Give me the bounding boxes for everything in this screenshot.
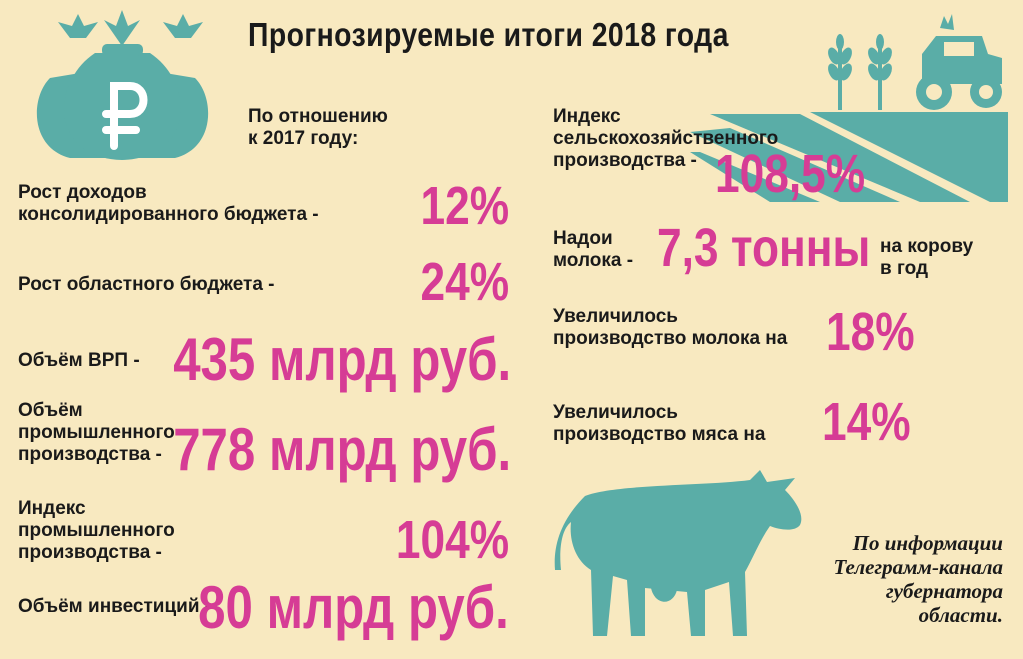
value-agri-index: 108,5% [714,144,865,204]
label-milk-production: Увеличилось производство молока на [553,306,788,349]
value-consolidated-budget: 12% [420,176,509,236]
label-industrial-index: Индекс промышленного производства - [18,498,175,563]
label-consolidated-budget: Рост доходов консолидированного бюджета … [18,182,319,225]
subtitle: По отношению к 2017 году: [248,106,388,149]
value-industrial-volume: 778 млрд руб. [173,416,511,483]
ruble-icon [102,82,148,150]
label-regional-budget: Рост областного бюджета - [18,274,275,295]
label-milk-yield: Надои молока - [553,228,634,271]
value-regional-budget: 24% [420,252,509,312]
label-investments: Объём инвестиций - [18,596,212,617]
tractor-icon [916,14,1002,110]
value-industrial-index: 104% [395,510,509,570]
field-icon [690,112,1008,202]
label-meat-production: Увеличилось производство мяса на [553,402,766,445]
milk-yield-suffix: на корову в год [880,236,974,279]
value-milk-yield: 7,3 тонны [657,218,871,278]
value-meat-production: 14% [822,392,911,452]
label-grp: Объём ВРП - [18,350,140,371]
value-grp: 435 млрд руб. [173,326,511,393]
value-investments: 80 млрд руб. [198,574,509,641]
label-agri-index: Индекс сельскохозяйственного производств… [553,106,779,171]
money-bags-icon [36,10,209,160]
value-milk-production: 18% [826,302,915,362]
wheat-icon [828,34,892,110]
label-industrial-volume: Объём промышленного производства - [18,400,175,465]
cow-icon [554,470,802,636]
source-note: По информации Телеграмм-канала губернато… [833,531,1003,627]
page-title: Прогнозируемые итоги 2018 года [248,16,729,53]
